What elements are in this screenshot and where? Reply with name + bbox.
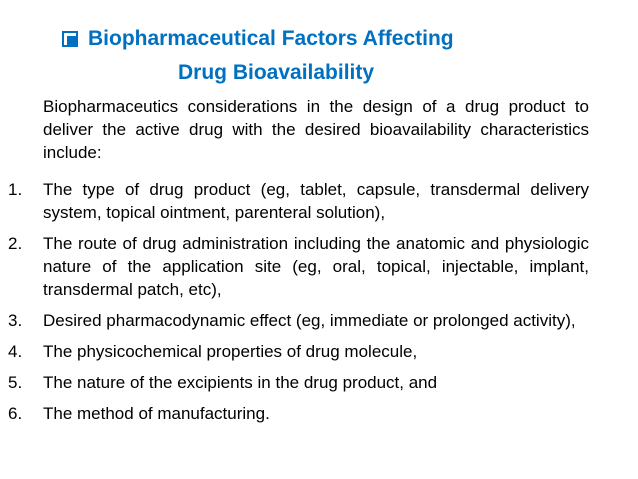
title-text-1: Biopharmaceutical Factors Affecting [88,27,454,50]
list-text: The method of manufacturing. [43,404,270,423]
list-number: 1. [8,180,23,199]
list-text: Desired pharmacodynamic effect (eg, imme… [43,311,576,330]
list-item: 6. The method of manufacturing. [8,402,589,425]
list-text: The type of drug product (eg, tablet, ca… [43,180,589,222]
list-number: 3. [8,311,23,330]
square-bullet-icon [62,31,78,47]
list-text: The nature of the excipients in the drug… [43,373,438,392]
list-text: The route of drug administration includi… [43,234,589,299]
list-item: 2. The route of drug administration incl… [8,232,589,301]
list-item: 3. Desired pharmacodynamic effect (eg, i… [8,309,589,332]
title-line-2: Drug Bioavailability [178,61,375,84]
list-text: The physicochemical properties of drug m… [43,342,418,361]
list-item: 4. The physicochemical properties of dru… [8,340,589,363]
list-number: 2. [8,234,23,253]
factor-list: 1. The type of drug product (eg, tablet,… [8,178,589,433]
list-item: 5. The nature of the excipients in the d… [8,371,589,394]
intro-paragraph: Biopharmaceutics considerations in the d… [43,97,589,162]
list-number: 6. [8,404,23,423]
title-line-1: Biopharmaceutical Factors Affecting [62,22,582,56]
list-item: 1. The type of drug product (eg, tablet,… [8,178,589,224]
list-number: 4. [8,342,23,361]
slide-title: Biopharmaceutical Factors Affecting Drug… [62,22,582,90]
list-number: 5. [8,373,23,392]
